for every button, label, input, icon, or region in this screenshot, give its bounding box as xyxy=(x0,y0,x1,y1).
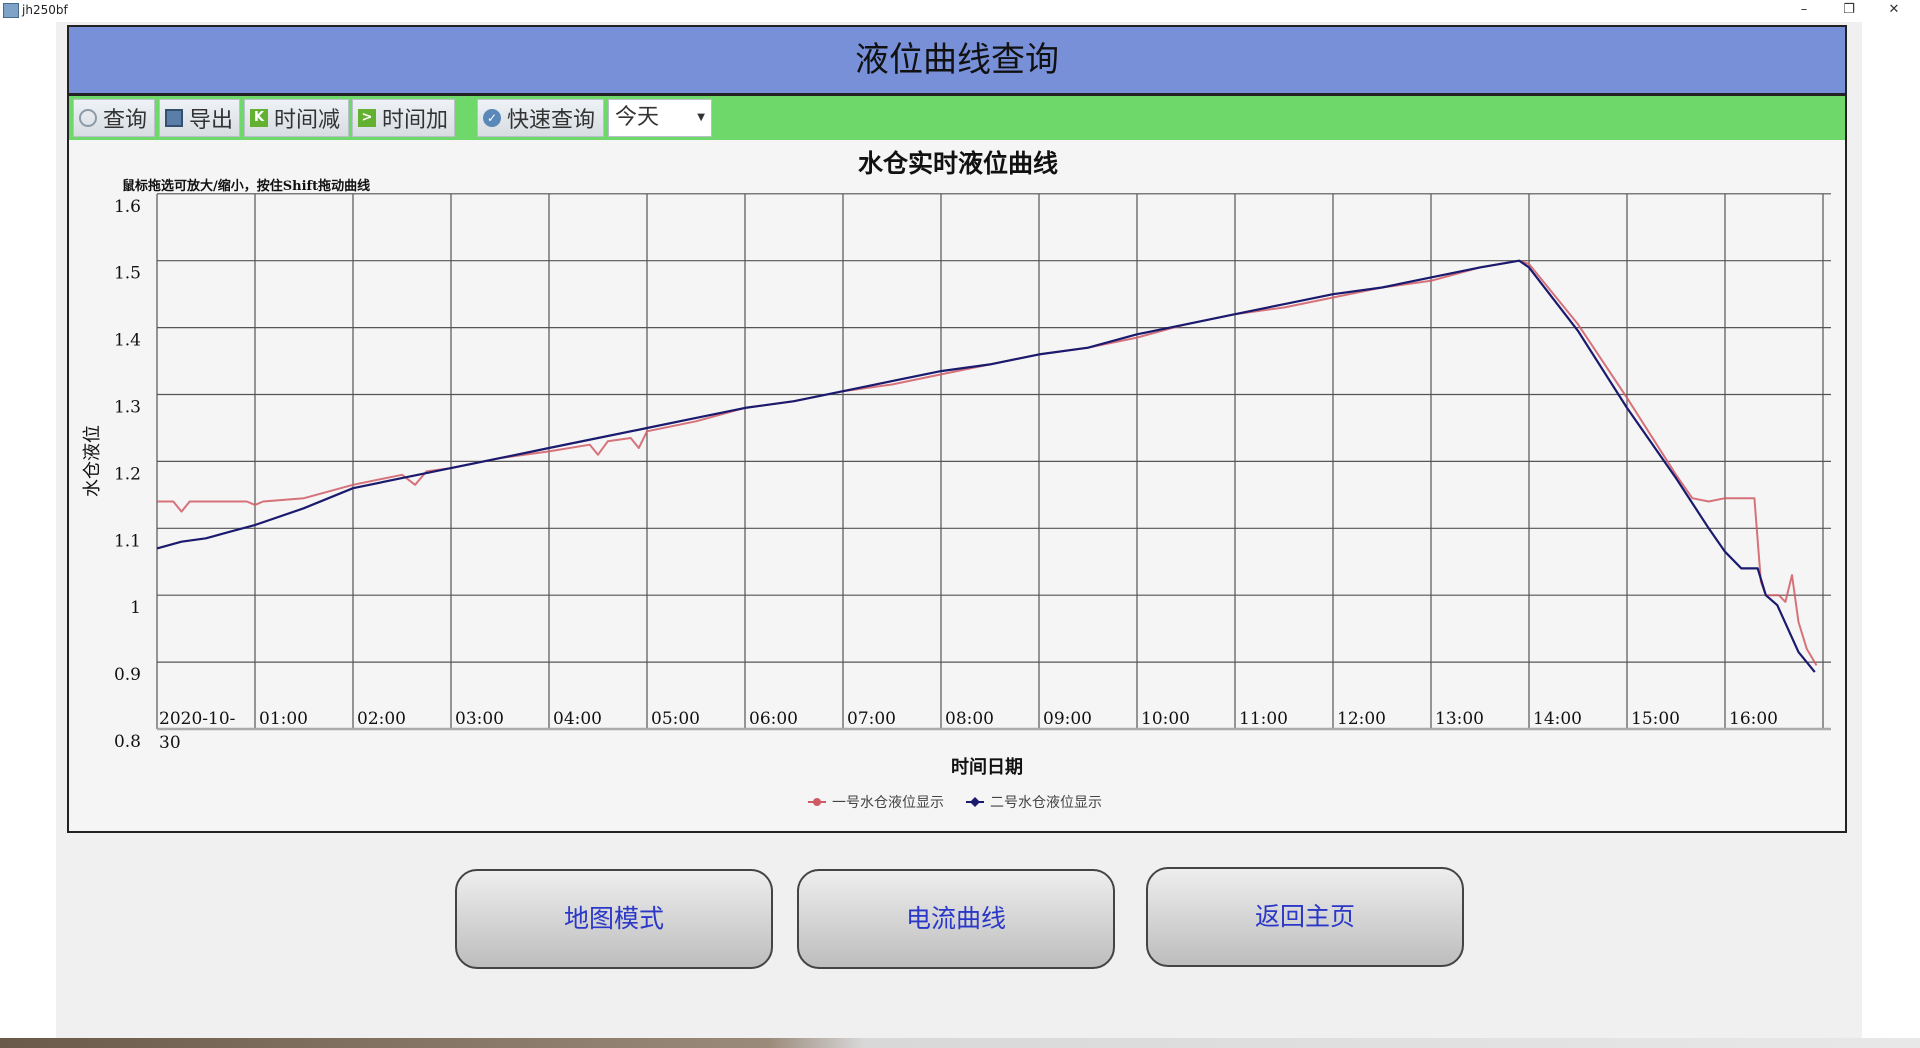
legend-marker-diamond xyxy=(970,797,980,807)
y-tick-label: 1.5 xyxy=(114,264,141,284)
series-line-2 xyxy=(156,259,1816,673)
chart-panel: 液位曲线查询 查询 导出 K 时间减 > 时间加 ✓ 快速查询 今天 ▼ xyxy=(67,25,1847,833)
x-tick-label: 2020-10-30 xyxy=(159,709,235,753)
current-curve-button[interactable]: 电流曲线 xyxy=(797,869,1115,969)
legend-label: 一号水仓液位显示 xyxy=(832,795,944,811)
y-tick-label: 1 xyxy=(130,598,141,618)
page-title: 液位曲线查询 xyxy=(855,40,1059,80)
y-axis-label: 水仓液位 xyxy=(82,425,103,497)
restore-button[interactable]: ❐ xyxy=(1843,2,1855,17)
x-tick-label: 03:00 xyxy=(455,709,504,729)
x-tick-label: 12:00 xyxy=(1337,709,1386,729)
x-tick-label: 14:00 xyxy=(1533,709,1582,729)
save-icon xyxy=(165,109,183,127)
toolbar: 查询 导出 K 时间减 > 时间加 ✓ 快速查询 今天 ▼ xyxy=(69,96,1845,140)
x-tick-label: 02:00 xyxy=(357,709,406,729)
app-icon xyxy=(3,3,19,18)
y-tick-label: 0.8 xyxy=(114,732,141,752)
y-tick-label: 1.4 xyxy=(114,331,141,351)
x-tick-label: 08:00 xyxy=(945,709,994,729)
map-mode-button[interactable]: 地图模式 xyxy=(455,869,773,969)
export-label: 导出 xyxy=(189,108,234,133)
minimize-button[interactable]: – xyxy=(1800,2,1808,17)
x-tick-label: 07:00 xyxy=(847,709,896,729)
export-button[interactable]: 导出 xyxy=(159,99,240,137)
window-title: jh250bf xyxy=(22,3,68,17)
range-select-value: 今天 xyxy=(615,105,660,130)
page-header: 液位曲线查询 xyxy=(69,27,1845,96)
quick-query-button[interactable]: ✓ 快速查询 xyxy=(477,99,604,137)
x-tick-label: 15:00 xyxy=(1631,709,1680,729)
check-icon: ✓ xyxy=(483,109,501,127)
x-tick-label: 10:00 xyxy=(1141,709,1190,729)
time-plus-label: 时间加 xyxy=(382,108,449,133)
clock-icon xyxy=(79,109,97,127)
x-tick-label: 01:00 xyxy=(259,709,308,729)
x-tick-label: 16:00 xyxy=(1729,709,1778,729)
close-button[interactable]: ✕ xyxy=(1888,2,1900,17)
x-axis-label: 时间日期 xyxy=(951,757,1023,778)
y-tick-label: 1.3 xyxy=(114,398,141,418)
x-tick-label: 06:00 xyxy=(749,709,798,729)
chart-title: 水仓实时液位曲线 xyxy=(858,149,1058,178)
x-tick-label: 05:00 xyxy=(651,709,700,729)
series-line-1 xyxy=(157,259,1818,666)
time-minus-button[interactable]: K 时间减 xyxy=(244,99,349,137)
chart-hint: 鼠标拖选可放大/缩小，按住Shift拖动曲线 xyxy=(122,178,370,194)
window-titlebar: jh250bf – ❐ ✕ xyxy=(0,0,1920,22)
chevron-down-icon: ▼ xyxy=(697,112,705,123)
legend-label: 二号水仓液位显示 xyxy=(990,795,1102,811)
x-tick-label: 11:00 xyxy=(1239,709,1288,729)
next-icon: > xyxy=(358,109,376,127)
time-plus-button[interactable]: > 时间加 xyxy=(352,99,455,137)
legend-marker-circle xyxy=(813,798,821,806)
query-label: 查询 xyxy=(103,108,148,133)
home-button[interactable]: 返回主页 xyxy=(1146,867,1464,967)
quick-query-label: 快速查询 xyxy=(507,108,596,133)
taskbar xyxy=(0,1038,1920,1048)
y-tick-label: 0.9 xyxy=(114,665,141,685)
x-tick-label: 04:00 xyxy=(553,709,602,729)
y-tick-label: 1.6 xyxy=(114,197,141,217)
x-tick-label: 13:00 xyxy=(1435,709,1484,729)
y-tick-label: 1.1 xyxy=(114,531,141,551)
range-select[interactable]: 今天 ▼ xyxy=(608,99,712,137)
x-tick-label: 09:00 xyxy=(1043,709,1092,729)
query-button[interactable]: 查询 xyxy=(73,99,155,137)
y-tick-label: 1.2 xyxy=(114,464,141,484)
prev-icon: K xyxy=(250,109,268,127)
time-minus-label: 时间减 xyxy=(274,108,341,133)
